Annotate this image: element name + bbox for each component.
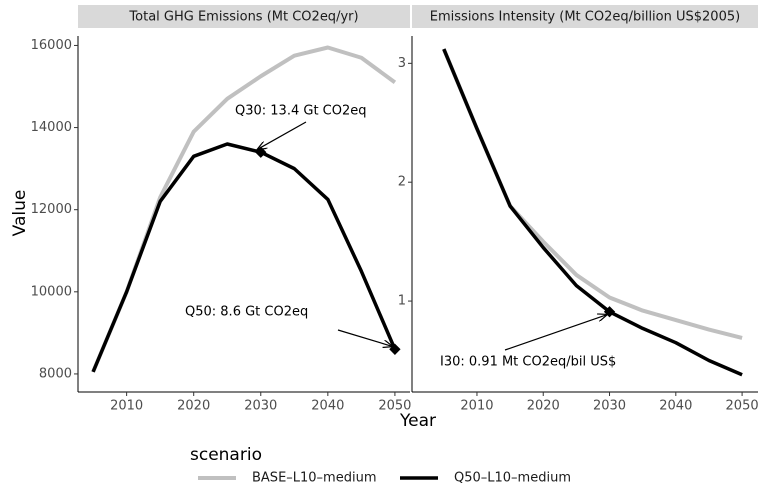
y-tick-label: 14000 [31,120,72,135]
y-tick-label: 16000 [31,38,72,53]
strip-background [78,5,410,28]
x-axis-label: Year [399,411,436,431]
point-marker [255,146,267,158]
x-tick-label: 2030 [593,399,626,414]
annotation: Q30: 13.4 Gt CO2eq [235,104,367,119]
y-tick-label: 1 [398,294,406,309]
x-tick-label: 2050 [378,399,411,414]
y-tick-label: 3 [398,56,406,71]
x-tick-label: 2050 [726,399,758,414]
y-axis-label: Value [10,190,30,237]
legend-label: BASE–L10–medium [252,471,377,486]
y-tick-label: 10000 [31,284,72,299]
y-tick-label: 8000 [39,366,72,381]
annotation-arrow [258,121,307,149]
series-line [91,45,397,373]
legend-label: Q50–L10–medium [454,471,571,486]
x-tick-label: 2040 [311,399,344,414]
annotation-arrow [337,329,392,346]
series-line [441,48,743,340]
strip-background [412,5,758,28]
annotation-arrow [504,315,607,351]
annotation: Q50: 8.6 Gt CO2eq [185,305,308,320]
x-tick-label: 2010 [460,399,493,414]
series-line [91,142,397,373]
x-tick-label: 2020 [177,399,210,414]
panel-title: Total GHG Emissions (Mt CO2eq/yr) [128,10,358,25]
legend-title: scenario [190,445,262,465]
y-tick-label: 2 [398,175,406,190]
x-tick-label: 2030 [244,399,277,414]
x-tick-label: 2020 [527,399,560,414]
x-tick-label: 2040 [659,399,692,414]
annotation: I30: 0.91 Mt CO2eq/bil US$ [440,355,616,370]
x-tick-label: 2010 [110,399,143,414]
point-marker [389,343,401,355]
y-tick-label: 12000 [31,202,72,217]
panel-title: Emissions Intensity (Mt CO2eq/billion US… [430,10,740,25]
series-line [442,48,743,377]
